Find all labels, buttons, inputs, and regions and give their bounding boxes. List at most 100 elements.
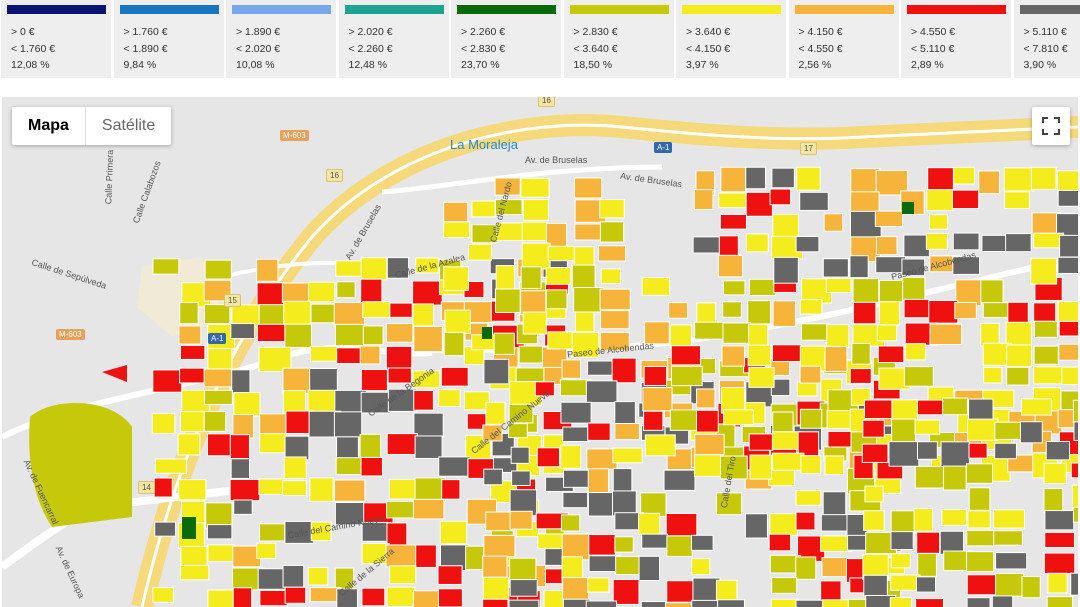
parcel bbox=[822, 258, 849, 278]
legend-lt: < 7.810 € bbox=[1023, 42, 1068, 55]
parcel bbox=[1057, 189, 1078, 207]
parcel bbox=[799, 365, 822, 384]
parcel bbox=[522, 199, 550, 221]
parcel bbox=[437, 588, 463, 607]
legend-item: > 3.640 € < 4.150 € 3,97 % bbox=[676, 0, 786, 78]
parcel bbox=[745, 166, 766, 190]
parcel bbox=[483, 468, 503, 486]
legend-item: > 1.890 € < 2.020 € 10,08 % bbox=[226, 0, 336, 78]
parcel bbox=[471, 200, 496, 218]
parcel bbox=[178, 479, 207, 501]
parcel bbox=[929, 323, 963, 346]
parcel bbox=[720, 387, 746, 414]
legend-swatch bbox=[1019, 5, 1080, 14]
parcel bbox=[966, 597, 991, 607]
parcel bbox=[643, 410, 664, 431]
parcel bbox=[231, 369, 251, 394]
parcel bbox=[878, 279, 904, 303]
parcel bbox=[333, 411, 363, 438]
parcel bbox=[1007, 301, 1029, 326]
parcel bbox=[560, 444, 582, 469]
legend-swatch bbox=[232, 5, 331, 14]
parcel bbox=[415, 257, 440, 274]
parcel bbox=[482, 424, 503, 442]
parcel bbox=[1043, 488, 1064, 514]
legend-item: > 0 € < 1.760 € 12,08 % bbox=[1, 0, 111, 78]
parcel bbox=[439, 520, 468, 545]
parcel bbox=[206, 524, 233, 540]
parcel bbox=[826, 324, 850, 349]
parcel bbox=[154, 521, 177, 537]
parcel bbox=[1033, 366, 1064, 385]
parcel bbox=[520, 177, 550, 198]
parcel bbox=[561, 533, 594, 561]
parcel bbox=[1006, 344, 1032, 367]
parcel bbox=[612, 447, 643, 464]
parcel bbox=[773, 256, 799, 284]
parcel bbox=[928, 299, 959, 324]
parcel bbox=[901, 258, 926, 277]
parcel bbox=[1059, 234, 1078, 258]
map-view[interactable]: La Moraleja Av. de Bruselas Av. de Bruse… bbox=[2, 97, 1078, 607]
parcel bbox=[799, 191, 829, 211]
parcel bbox=[745, 233, 769, 253]
map-canvas[interactable] bbox=[2, 97, 1078, 607]
legend-pct: 12,48 % bbox=[348, 59, 388, 71]
legend-gt: > 1.760 € bbox=[123, 26, 168, 38]
parcel bbox=[749, 454, 772, 480]
legend-gt: > 0 € bbox=[11, 26, 35, 38]
parcel bbox=[795, 556, 817, 580]
parcel bbox=[718, 192, 747, 209]
parcel bbox=[614, 422, 640, 441]
parcel bbox=[438, 456, 471, 477]
legend-lt: < 2.020 € bbox=[236, 42, 281, 55]
parcel bbox=[333, 301, 366, 326]
parcel bbox=[534, 381, 555, 397]
parcel bbox=[795, 599, 826, 607]
parcel bbox=[771, 452, 805, 471]
parcel bbox=[914, 465, 948, 489]
parcel bbox=[508, 599, 540, 607]
parcel bbox=[1047, 572, 1068, 594]
parcel bbox=[443, 201, 469, 223]
parcel bbox=[1046, 596, 1074, 607]
parcel bbox=[386, 522, 408, 549]
parcel bbox=[1072, 399, 1078, 423]
parcel bbox=[719, 213, 747, 230]
parcel bbox=[178, 325, 202, 345]
parcel bbox=[587, 422, 611, 441]
parcel bbox=[588, 534, 616, 556]
legend-swatch bbox=[7, 5, 106, 14]
parcel bbox=[642, 387, 673, 412]
parcel bbox=[520, 290, 547, 316]
legend-gt: > 1.890 € bbox=[236, 26, 281, 38]
map-type-satellite-button[interactable]: Satélite bbox=[84, 107, 171, 145]
parcel bbox=[666, 535, 693, 557]
place-label-moraleja: La Moraleja bbox=[450, 137, 518, 152]
parcel bbox=[690, 534, 714, 551]
legend-gt: > 4.150 € bbox=[798, 26, 843, 38]
parcel bbox=[983, 366, 1003, 384]
parcel bbox=[800, 455, 822, 475]
fullscreen-icon bbox=[1042, 117, 1060, 135]
parcel bbox=[233, 392, 261, 417]
parcel bbox=[967, 418, 999, 441]
map-type-map-button[interactable]: Mapa bbox=[28, 117, 69, 134]
parcel bbox=[463, 391, 490, 411]
parcel bbox=[385, 323, 414, 343]
parcel bbox=[638, 512, 661, 535]
parcel bbox=[861, 443, 889, 463]
parcel bbox=[412, 370, 441, 389]
parcel bbox=[696, 388, 716, 409]
fullscreen-button[interactable] bbox=[1032, 107, 1070, 145]
legend-gt: > 3.640 € bbox=[686, 26, 731, 38]
parcel bbox=[587, 577, 610, 593]
legend-swatch bbox=[119, 5, 219, 14]
parcel bbox=[966, 574, 998, 596]
parcel bbox=[800, 323, 830, 341]
parcel bbox=[415, 544, 437, 568]
legend-pct: 18,50 % bbox=[573, 59, 613, 71]
parcel bbox=[443, 221, 471, 239]
parcel bbox=[980, 279, 1004, 304]
parcel bbox=[562, 491, 589, 509]
